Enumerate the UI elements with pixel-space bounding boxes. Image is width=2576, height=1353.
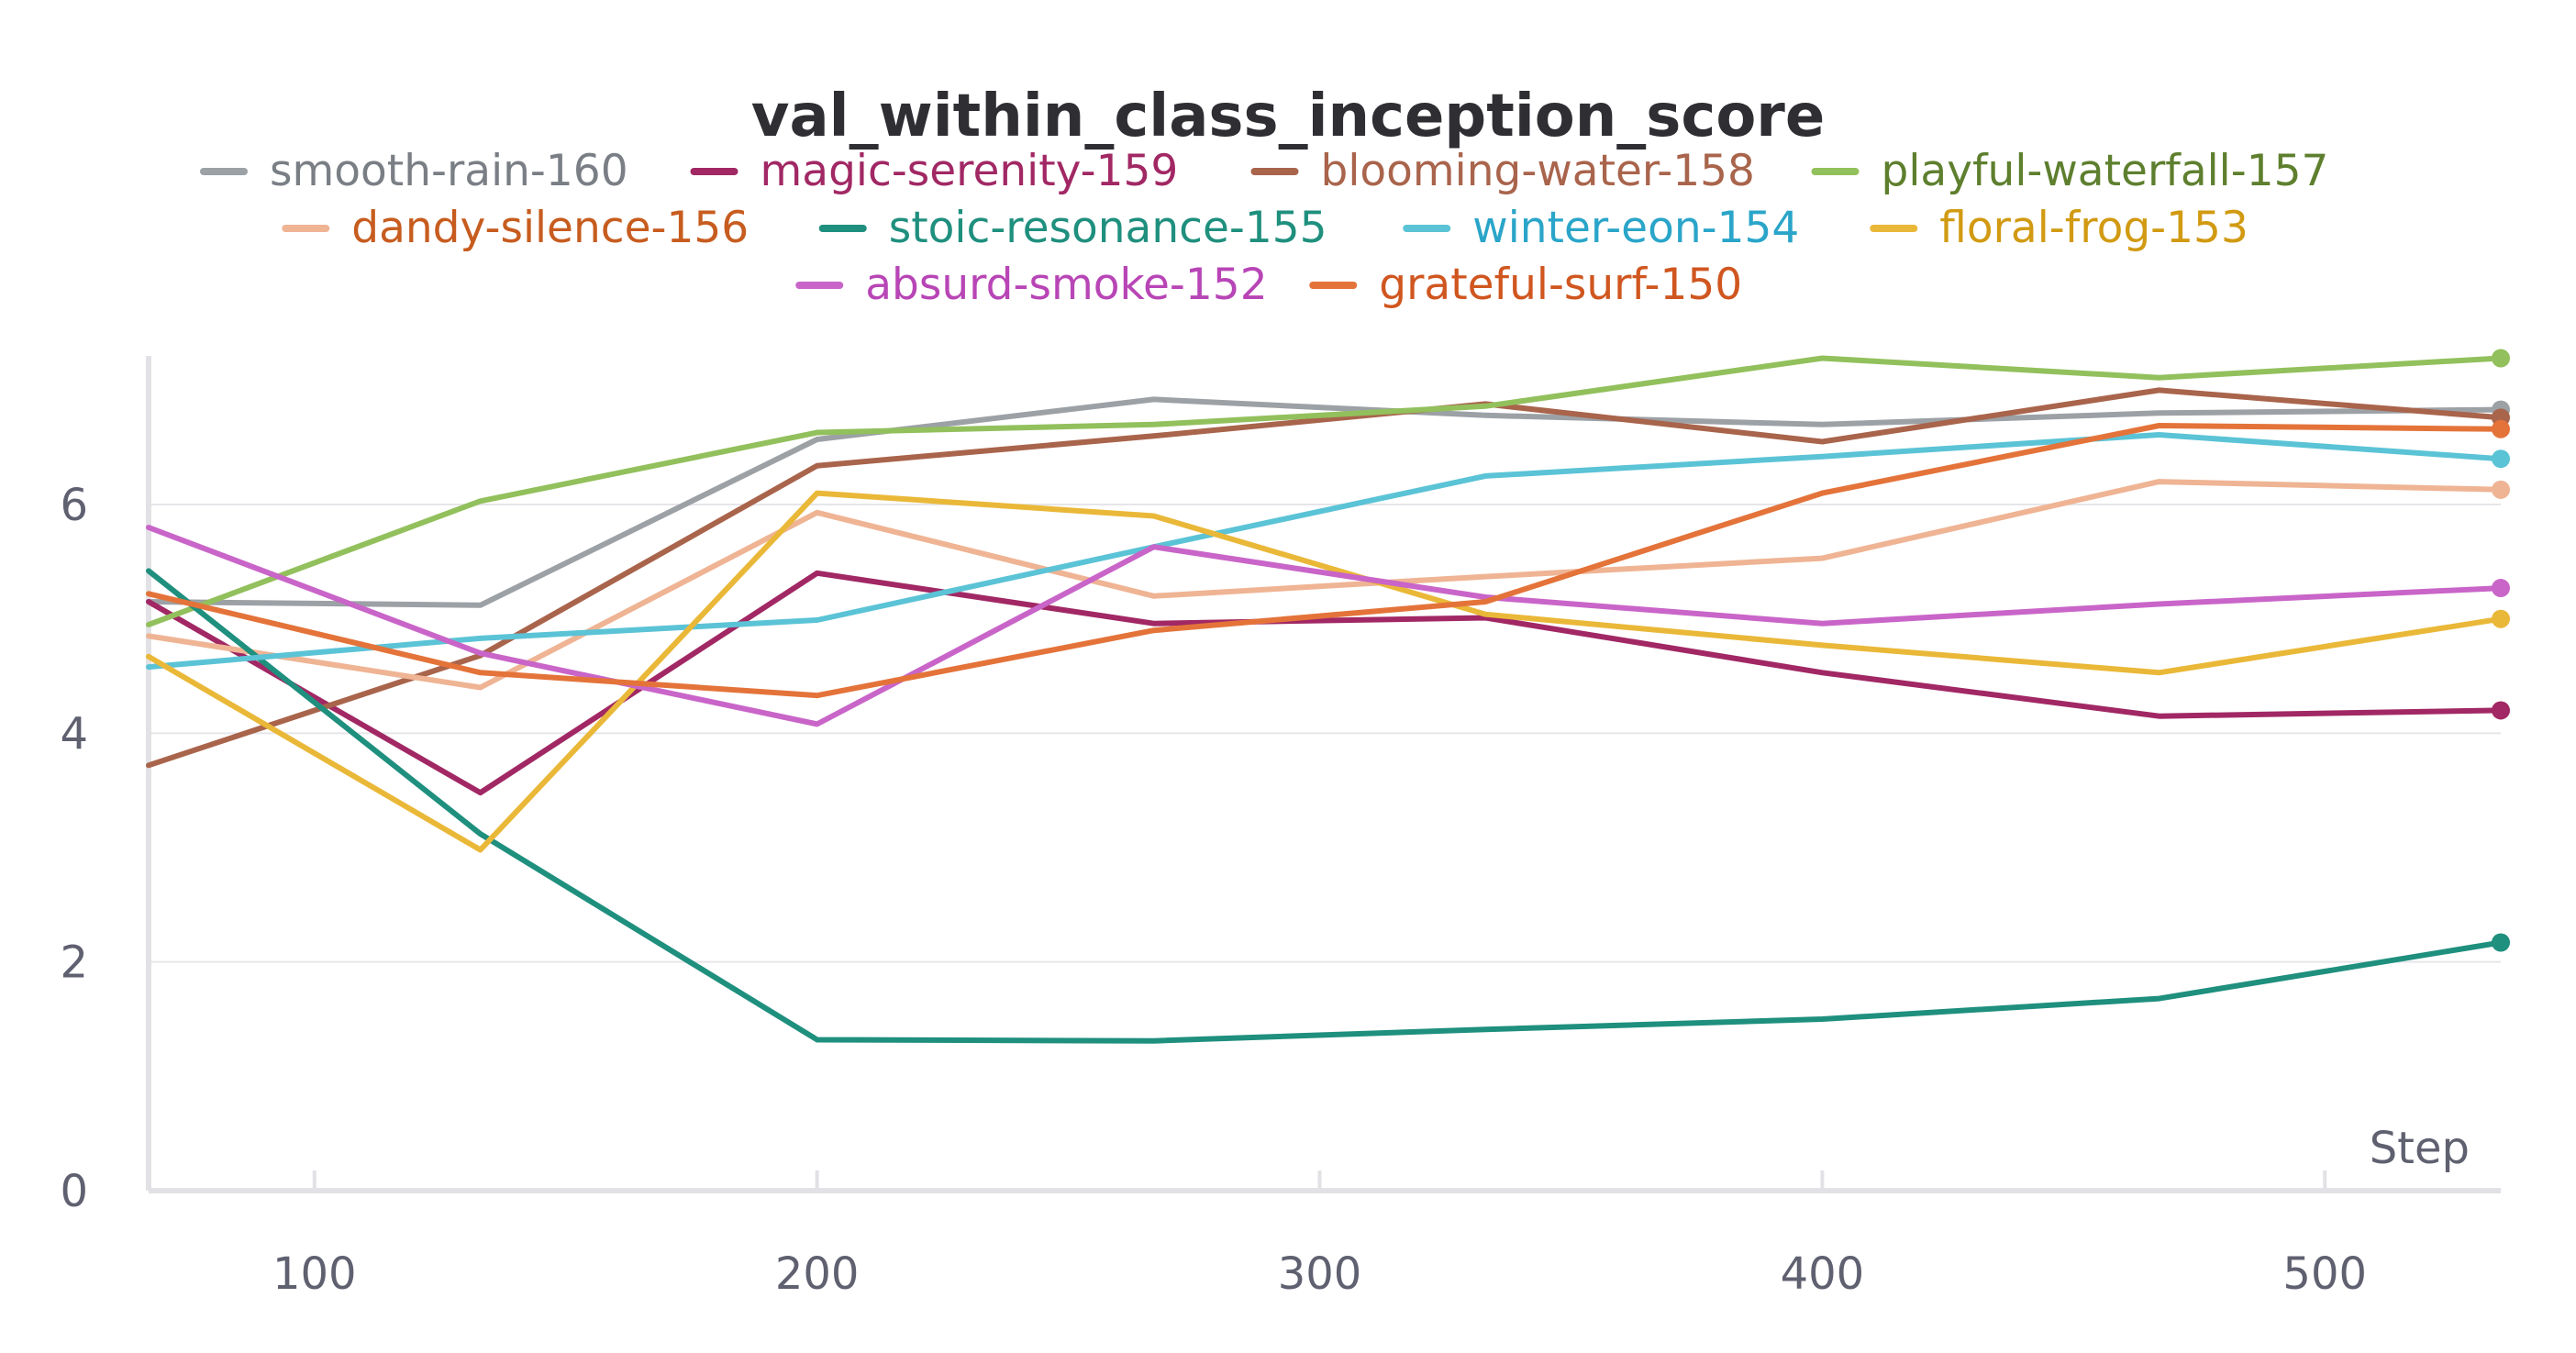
legend-item-winter-eon-154: winter-eon-154 xyxy=(1403,203,1799,253)
series-line-blooming-water-158 xyxy=(146,387,2504,769)
series-line-playful-waterfall-157 xyxy=(146,355,2504,627)
legend-item-floral-frog-153: floral-frog-153 xyxy=(1870,203,2248,253)
legend-label-floral-frog-153: floral-frog-153 xyxy=(1939,203,2248,253)
y-tick-label-2: 4 xyxy=(60,708,88,760)
legend-label-winter-eon-154: winter-eon-154 xyxy=(1472,203,1799,253)
y-tick-label-3: 6 xyxy=(60,480,88,531)
legend-label-playful-waterfall-157: playful-waterfall-157 xyxy=(1882,146,2329,196)
legend-label-grateful-surf-150: grateful-surf-150 xyxy=(1379,260,1742,310)
legend-item-playful-waterfall-157: playful-waterfall-157 xyxy=(1811,146,2329,196)
legend-item-dandy-silence-156: dandy-silence-156 xyxy=(282,203,749,253)
series-line-magic-serenity-159 xyxy=(146,570,2504,796)
x-axis-title: Step xyxy=(2370,1123,2470,1174)
legend-label-stoic-resonance-155: stoic-resonance-155 xyxy=(889,203,1327,253)
x-tick-label-4: 500 xyxy=(2282,1248,2367,1300)
legend-label-smooth-rain-160: smooth-rain-160 xyxy=(270,146,628,196)
series-end-point-magic-serenity-159 xyxy=(2492,701,2510,720)
x-tick-label-3: 400 xyxy=(1781,1248,1865,1300)
x-tick-label-0: 100 xyxy=(272,1248,357,1300)
series-line-grateful-surf-150 xyxy=(146,423,2504,699)
legend-label-blooming-water-158: blooming-water-158 xyxy=(1321,146,1755,196)
legend-label-absurd-smoke-152: absurd-smoke-152 xyxy=(865,260,1267,310)
x-tick-label-1: 200 xyxy=(775,1248,860,1300)
legend-item-magic-serenity-159: magic-serenity-159 xyxy=(690,146,1179,196)
series-line-smooth-rain-160 xyxy=(146,396,2504,608)
legend-item-blooming-water-158: blooming-water-158 xyxy=(1250,146,1755,196)
axes xyxy=(146,356,2501,1193)
series-line-floral-frog-153 xyxy=(146,490,2504,853)
series-end-point-dandy-silence-156 xyxy=(2492,480,2510,499)
x-tick-label-2: 300 xyxy=(1278,1248,1362,1300)
series-end-point-absurd-smoke-152 xyxy=(2492,579,2510,598)
legend-item-absurd-smoke-152: absurd-smoke-152 xyxy=(795,260,1268,310)
series-end-point-floral-frog-153 xyxy=(2492,609,2510,628)
y-tick-label-1: 2 xyxy=(60,937,88,989)
series-line-stoic-resonance-155 xyxy=(146,568,2504,1044)
legend-label-dandy-silence-156: dandy-silence-156 xyxy=(351,203,749,253)
series-lines xyxy=(146,349,2510,1044)
legend-item-smooth-rain-160: smooth-rain-160 xyxy=(200,146,628,196)
legend-label-magic-serenity-159: magic-serenity-159 xyxy=(761,146,1179,196)
legend-item-grateful-surf-150: grateful-surf-150 xyxy=(1309,260,1742,310)
chart-title: val_within_class_inception_score xyxy=(751,83,1826,150)
series-end-point-playful-waterfall-157 xyxy=(2492,349,2510,368)
y-tick-label-0: 0 xyxy=(60,1166,88,1217)
series-line-winter-eon-154 xyxy=(146,432,2504,671)
gridlines xyxy=(149,504,2501,963)
series-end-point-winter-eon-154 xyxy=(2492,449,2510,469)
series-end-point-stoic-resonance-155 xyxy=(2492,933,2510,952)
legend-item-stoic-resonance-155: stoic-resonance-155 xyxy=(818,203,1327,253)
series-end-point-grateful-surf-150 xyxy=(2492,419,2510,438)
series-line-dandy-silence-156 xyxy=(146,479,2504,691)
legend: smooth-rain-160 magic-serenity-159 bloomin… xyxy=(200,146,2329,310)
tick-labels: 0 2 4 6 100 200 300 400 500 xyxy=(60,480,2367,1300)
series-line-absurd-smoke-152 xyxy=(146,525,2504,727)
